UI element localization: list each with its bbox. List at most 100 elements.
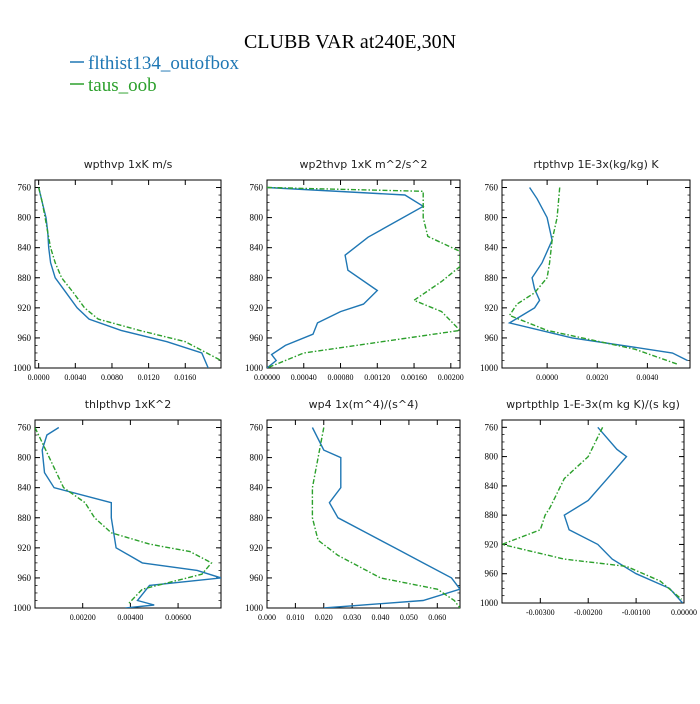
y-tick-label: 1000	[13, 363, 32, 373]
plot-frame	[501, 419, 685, 604]
x-tick-label: 0.00400	[117, 613, 143, 622]
plot-frame	[501, 179, 691, 369]
y-tick-label: 920	[18, 543, 32, 553]
y-tick-label: 960	[250, 333, 264, 343]
x-tick-label: 0.00200	[438, 373, 464, 382]
x-tick-label: 0.050	[400, 613, 418, 622]
y-tick-label: 760	[485, 183, 499, 193]
x-tick-label: 0.020	[315, 613, 333, 622]
panel-1: wpthvp 1xK m/s76080084088092096010000.00…	[13, 158, 222, 382]
y-tick-label: 760	[250, 423, 264, 433]
series-line-flthist134-outofbox	[267, 186, 425, 368]
series-line-flthist134-outofbox	[41, 426, 221, 608]
x-tick-label: -0.00300	[526, 608, 555, 617]
y-tick-label: 960	[485, 569, 499, 579]
figure-legend: flthist134_outofbox taus_oob	[70, 53, 239, 96]
series-line-flthist134-outofbox	[563, 426, 684, 603]
y-tick-label: 800	[250, 453, 264, 463]
x-tick-label: 0.00600	[165, 613, 191, 622]
x-tick-label: 0.010	[286, 613, 304, 622]
y-tick-label: 760	[485, 422, 499, 432]
y-tick-label: 760	[18, 183, 32, 193]
panel-3: rtpthvp 1E-3x(kg/kg) K 760 800 840 880 920 960…	[480, 158, 691, 382]
plot-frame	[34, 419, 222, 609]
y-tick-label: 840	[18, 243, 32, 253]
series-line-taus-oob	[38, 187, 221, 362]
y-tick-label: 1000	[480, 363, 499, 373]
x-tick-label: 0.0160	[174, 373, 196, 382]
plot-frame	[266, 419, 461, 609]
y-tick-label: 920	[18, 303, 32, 313]
y-tick-label: 800	[250, 213, 264, 223]
y-tick-label: 800	[485, 213, 499, 223]
series-line-taus-oob	[267, 186, 460, 368]
y-tick-label: 960	[18, 573, 32, 583]
y-tick-label: 800	[18, 453, 32, 463]
x-tick-label: 0.00160	[401, 373, 427, 382]
y-tick-label: 1000	[480, 598, 499, 608]
x-tick-label: 0.0120	[138, 373, 160, 382]
y-tick-label: 1000	[13, 603, 32, 613]
x-tick-label: 0.00040	[291, 373, 317, 382]
x-tick-label: 0.0000	[28, 373, 50, 382]
y-tick-label: 840	[18, 483, 32, 493]
series-line-taus-oob	[35, 427, 213, 605]
y-tick-label: 880	[485, 273, 499, 283]
figure-title: CLUBB VAR at240E,30N	[244, 31, 456, 53]
y-tick-label: 960	[485, 333, 499, 343]
panel-title: rtpthvp 1E-3x(kg/kg) K	[533, 158, 659, 171]
series-line-taus-oob	[502, 426, 683, 600]
y-tick-label: 960	[18, 333, 32, 343]
y-tick-label: 1000	[245, 603, 264, 613]
panel-title: wpthvp 1xK m/s	[84, 158, 173, 171]
y-tick-label: 840	[485, 481, 499, 491]
panel-2: wp2thvp 1xK m^2/s^2 760 800 840 880 920 960 100…	[245, 158, 464, 382]
x-tick-label: 0.0040	[64, 373, 86, 382]
x-tick-label: 0.060	[428, 613, 446, 622]
y-tick-label: 880	[18, 273, 32, 283]
y-tick-label: 840	[485, 243, 499, 253]
series-line-taus-oob	[311, 427, 460, 608]
panel-title: thlpthvp 1xK^2	[85, 398, 172, 411]
y-tick-label: 960	[250, 573, 264, 583]
y-tick-label: 880	[485, 510, 499, 520]
panel-title: wp4 1x(m^4)/(s^4)	[309, 398, 419, 411]
panel-5: wp4 1x(m^4)/(s^4)76080084088092096010000…	[245, 398, 461, 622]
series-line-flthist134-outofbox	[507, 187, 688, 362]
series-line-flthist134-outofbox	[38, 187, 209, 368]
panel-title: wprtpthlp 1-E-3x(m kg K)/(s kg)	[506, 398, 680, 411]
series-line-taus-oob	[508, 187, 678, 365]
y-tick-label: 760	[250, 183, 264, 193]
legend-label-taus: taus_oob	[88, 75, 157, 96]
panel-grid: wpthvp 1xK m/s76080084088092096010000.00…	[13, 158, 697, 622]
x-tick-label: 0.000	[258, 613, 276, 622]
y-tick-label: 920	[250, 543, 264, 553]
y-tick-label: 920	[485, 539, 499, 549]
x-tick-label: 0.00200	[70, 613, 96, 622]
y-tick-label: 880	[250, 513, 264, 523]
x-tick-label: 0.0040	[636, 373, 658, 382]
plot-frame	[266, 179, 461, 369]
y-tick-label: 920	[485, 303, 499, 313]
panel-6: wprtpthlp 1-E-3x(m kg K)/(s kg) 760 800 840…	[480, 398, 697, 617]
y-tick-label: 880	[250, 273, 264, 283]
x-tick-label: 0.00120	[364, 373, 390, 382]
y-tick-label: 800	[18, 213, 32, 223]
y-tick-label: 920	[250, 303, 264, 313]
y-tick-label: 840	[250, 483, 264, 493]
legend-label-flthist: flthist134_outofbox	[88, 53, 239, 74]
x-tick-label: 0.0020	[586, 373, 608, 382]
x-tick-label: 0.0000	[536, 373, 558, 382]
x-tick-label: 0.040	[372, 613, 390, 622]
y-tick-label: 800	[485, 452, 499, 462]
x-tick-label: -0.00200	[574, 608, 603, 617]
y-tick-label: 1000	[245, 363, 264, 373]
x-tick-label: 0.030	[343, 613, 361, 622]
panel-title: wp2thvp 1xK m^2/s^2	[299, 158, 427, 171]
x-tick-label: 0.00000	[254, 373, 280, 382]
y-tick-label: 760	[18, 423, 32, 433]
x-tick-label: -0.00100	[622, 608, 651, 617]
x-tick-label: 0.00080	[328, 373, 354, 382]
